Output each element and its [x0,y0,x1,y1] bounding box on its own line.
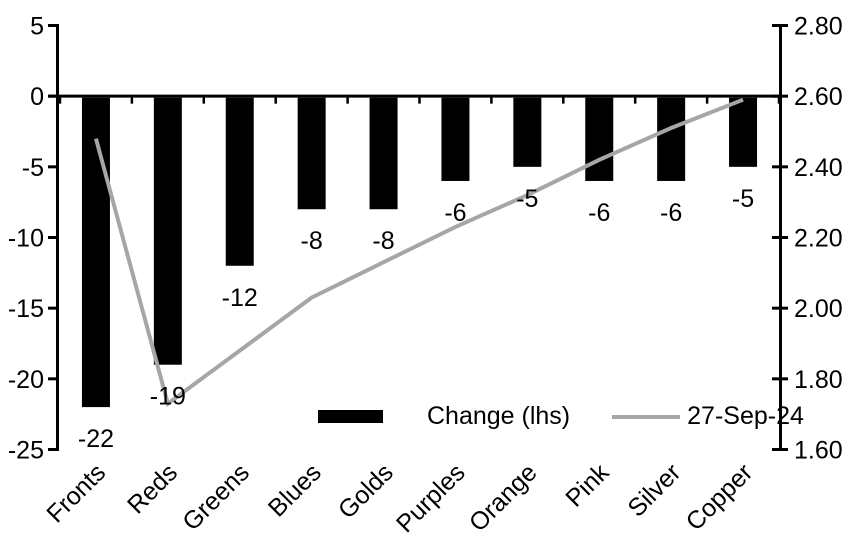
left-axis-tick-label: -5 [22,154,44,182]
bar-golds [369,97,398,210]
category-label-golds: Golds [333,458,399,524]
category-label-orange: Orange [464,458,543,537]
left-axis-tick-label: 5 [30,13,44,41]
bar-fronts [81,97,110,408]
left-axis-tick-label: 0 [30,83,44,111]
bar-data-label: -5 [516,185,538,213]
bar-copper [729,97,758,167]
bar-pink [585,97,614,181]
left-axis-tick-label: -15 [8,295,44,323]
category-label-silver: Silver [622,458,686,522]
bar-data-label: -19 [150,383,186,411]
left-axis-tick-label: -25 [8,437,44,465]
category-label-pink: Pink [560,458,615,513]
category-label-reds: Reds [122,458,183,519]
right-axis-tick-label: 1.80 [794,366,843,394]
right-axis-tick-label: 2.80 [794,13,843,41]
bar-reds [153,97,182,365]
bar-data-label: -6 [660,199,682,227]
bar-data-label: -8 [372,227,394,255]
bar-series-swatch [318,410,383,423]
bar-silver [657,97,686,181]
legend-label-date: 27-Sep-24 [687,402,804,430]
right-axis-tick-label: 2.60 [794,83,843,111]
legend-label-change: Change (lhs) [427,402,571,430]
category-label-greens: Greens [177,458,255,536]
bar-purples [441,97,470,181]
bar-greens [225,97,254,266]
legend: Change (lhs) 27-Sep-24 [318,402,804,431]
bar-orange [513,97,542,167]
category-label-purples: Purples [391,458,471,538]
right-axis-tick-label: 2.20 [794,225,843,253]
line-series [94,97,744,407]
legend-item-date: 27-Sep-24 [612,402,804,431]
left-axis-tick-label: -10 [8,225,44,253]
bar-data-label: -22 [78,425,114,453]
bar-data-label: -6 [588,199,610,227]
bar-data-label: -6 [444,199,466,227]
legend-item-change: Change (lhs) [318,402,570,431]
left-axis-tick-label: -20 [8,366,44,394]
line-series-swatch [612,414,681,419]
category-label-blues: Blues [263,458,327,522]
bar-data-label: -8 [301,227,323,255]
right-axis-tick-label: 1.60 [794,437,843,465]
bar-data-label: -5 [732,185,754,213]
category-label-fronts: Fronts [41,458,111,528]
right-axis-tick-label: 2.40 [794,154,843,182]
bar-blues [297,97,326,210]
right-axis-tick-label: 2.00 [794,295,843,323]
bar-data-label: -12 [222,284,258,312]
category-label-copper: Copper [681,458,759,536]
